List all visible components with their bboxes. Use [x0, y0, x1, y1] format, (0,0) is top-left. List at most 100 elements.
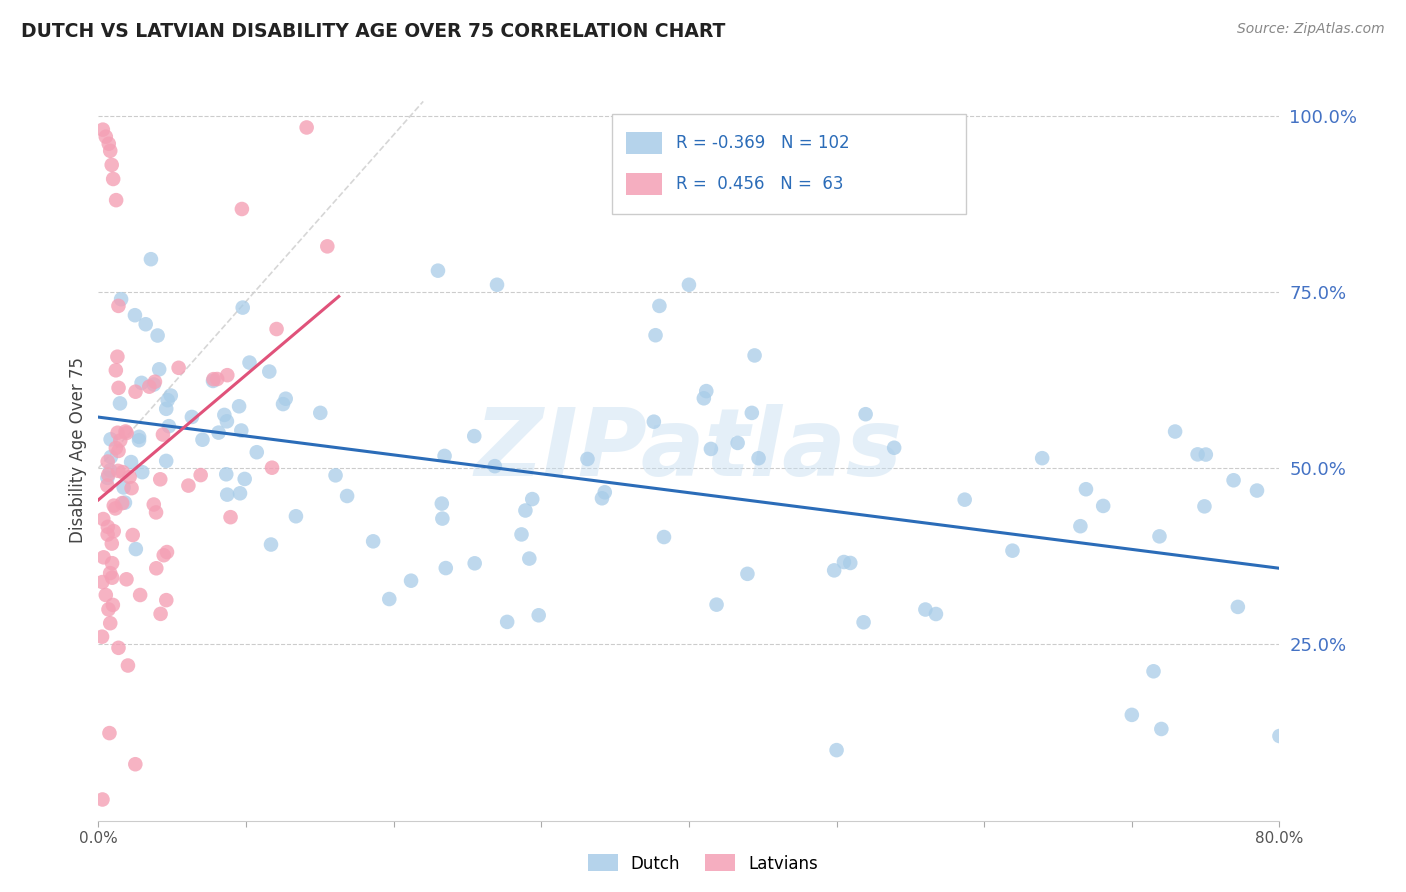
Point: [110, 292, 132, 306]
Point: [576, 452, 599, 467]
Point: [124, 308, 146, 322]
Point: [190, 468, 212, 483]
Point: [1074, 482, 1097, 496]
Point: [1149, 529, 1171, 543]
FancyBboxPatch shape: [626, 173, 662, 195]
Point: [107, 443, 129, 458]
Point: [215, 414, 238, 428]
Point: [115, 425, 138, 440]
Point: [121, 481, 143, 495]
Point: [152, 427, 174, 442]
Point: [100, 432, 122, 446]
Point: [98, 463, 121, 477]
Point: [107, 640, 129, 655]
Point: [145, 561, 167, 575]
Point: [115, 572, 138, 586]
Point: [706, 598, 728, 612]
Point: [700, 442, 723, 456]
Point: [515, 503, 537, 517]
Point: [94, 588, 117, 602]
Point: [1195, 448, 1218, 462]
Point: [156, 545, 179, 559]
Point: [260, 537, 283, 551]
Point: [678, 277, 700, 292]
Point: [159, 388, 181, 402]
Point: [97, 454, 120, 468]
Point: [260, 460, 283, 475]
Point: [433, 449, 456, 463]
Point: [316, 239, 339, 253]
Point: [644, 328, 666, 343]
Point: [219, 510, 242, 524]
Point: [201, 374, 224, 388]
Legend: Dutch, Latvians: Dutch, Latvians: [581, 847, 825, 880]
Point: [104, 501, 127, 516]
Point: [101, 556, 124, 570]
Point: [101, 536, 124, 550]
Point: [925, 607, 948, 621]
Text: DUTCH VS LATVIAN DISABILITY AGE OVER 75 CORRELATION CHART: DUTCH VS LATVIAN DISABILITY AGE OVER 75 …: [21, 22, 725, 41]
Point: [430, 497, 453, 511]
Point: [191, 433, 214, 447]
Point: [496, 615, 519, 629]
FancyBboxPatch shape: [626, 132, 662, 154]
Point: [96, 471, 118, 485]
Point: [217, 368, 239, 383]
Point: [117, 658, 139, 673]
Point: [1226, 599, 1249, 614]
Point: [1092, 499, 1115, 513]
Point: [463, 429, 485, 443]
Point: [125, 542, 148, 557]
Point: [839, 556, 862, 570]
Point: [148, 362, 170, 376]
Point: [155, 593, 177, 607]
Point: [108, 396, 131, 410]
Point: [149, 472, 172, 486]
Point: [744, 348, 766, 362]
Point: [295, 120, 318, 135]
Point: [741, 406, 763, 420]
Point: [104, 441, 127, 455]
Point: [434, 561, 457, 575]
Point: [1268, 729, 1291, 743]
Point: [1142, 665, 1164, 679]
Point: [648, 299, 671, 313]
Point: [167, 360, 190, 375]
Point: [110, 434, 132, 448]
Point: [180, 409, 202, 424]
Point: [101, 598, 124, 612]
Point: [591, 491, 613, 506]
Point: [152, 548, 174, 562]
Point: [693, 392, 716, 406]
Point: [128, 430, 150, 444]
Text: R =  0.456   N =  63: R = 0.456 N = 63: [676, 175, 844, 193]
Point: [97, 467, 120, 482]
Point: [1194, 500, 1216, 514]
Point: [128, 434, 150, 448]
Point: [914, 602, 936, 616]
Point: [91, 512, 114, 526]
Point: [142, 377, 165, 392]
Point: [215, 467, 238, 482]
Point: [124, 384, 146, 399]
Point: [1164, 425, 1187, 439]
Point: [832, 555, 855, 569]
Point: [146, 328, 169, 343]
Point: [97, 527, 120, 541]
Point: [157, 419, 180, 434]
Point: [98, 726, 121, 740]
Point: [284, 509, 307, 524]
Point: [593, 485, 616, 500]
Point: [517, 551, 540, 566]
Point: [1187, 447, 1209, 461]
Point: [98, 616, 121, 631]
Point: [695, 384, 717, 398]
Point: [155, 401, 177, 416]
Point: [233, 472, 256, 486]
Point: [1001, 543, 1024, 558]
Point: [205, 372, 228, 386]
Point: [129, 588, 152, 602]
FancyBboxPatch shape: [612, 113, 966, 213]
Point: [229, 486, 252, 500]
Point: [325, 468, 347, 483]
